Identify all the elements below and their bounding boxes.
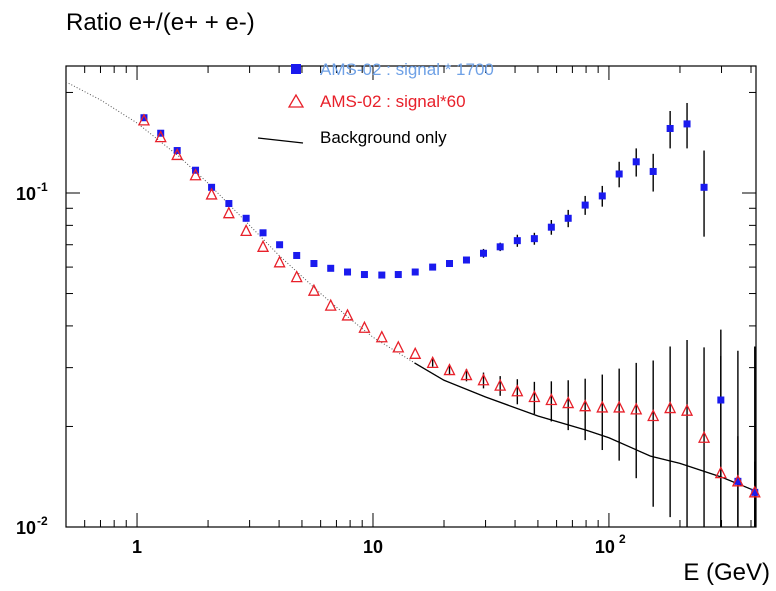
data-point-square <box>140 114 148 122</box>
legend-square-icon <box>291 64 301 74</box>
data-point-square <box>276 241 284 249</box>
data-point-triangle <box>731 474 744 487</box>
y-tick-label: 10 <box>16 184 36 204</box>
x-axis-label: E (GeV) <box>683 559 770 586</box>
data-point-square <box>632 158 640 166</box>
data-point-square <box>666 124 674 132</box>
data-point-triangle <box>664 401 677 414</box>
y-tick-label: 10 <box>16 518 36 538</box>
data-point-triangle <box>494 378 507 391</box>
legend-triangle-icon <box>287 93 305 108</box>
legend-line-icon <box>257 137 304 144</box>
y-tick-label-exponent: -2 <box>37 514 48 528</box>
data-point-triangle <box>375 330 388 343</box>
data-point-square <box>293 251 301 259</box>
data-point-triangle <box>358 320 371 333</box>
data-point-square <box>208 183 216 191</box>
data-point-triangle <box>240 223 253 237</box>
data-point-square <box>530 235 538 243</box>
plot-frame <box>65 65 757 528</box>
x-tick-label: 1 <box>132 537 142 557</box>
data-point-triangle <box>426 355 439 369</box>
data-point-square <box>242 214 250 222</box>
data-point-triangle <box>324 298 337 311</box>
data-point-triangle <box>545 393 558 406</box>
y-tick-label-exponent: -1 <box>37 180 48 194</box>
data-point-square <box>751 488 759 496</box>
data-point-square <box>225 200 233 208</box>
data-point-triangle <box>579 399 592 412</box>
data-point-square <box>598 192 606 200</box>
data-point-square <box>378 271 386 279</box>
data-point-triangle <box>528 390 541 403</box>
data-point-triangle <box>341 308 354 321</box>
data-point-triangle <box>409 346 422 359</box>
data-point-square <box>615 170 623 178</box>
data-point-square <box>360 271 368 279</box>
data-point-triangle <box>613 400 626 413</box>
data-point-triangle <box>290 270 303 283</box>
data-point-triangle <box>222 206 235 219</box>
data-point-square <box>479 249 487 257</box>
data-point-square <box>564 214 572 222</box>
data-point-square <box>462 256 470 264</box>
data-point-square <box>344 268 352 276</box>
data-point-square <box>683 120 691 128</box>
data-point-triangle <box>680 403 694 416</box>
data-point-triangle <box>392 340 405 353</box>
data-point-triangle <box>511 384 524 397</box>
x-tick-label: 10 <box>363 537 383 557</box>
data-point-square <box>310 260 318 268</box>
data-point-square <box>394 271 402 279</box>
data-point-triangle <box>273 255 286 268</box>
data-point-square <box>717 396 725 404</box>
data-point-square <box>649 167 657 175</box>
data-point-triangle <box>256 239 270 252</box>
data-point-triangle <box>443 363 456 376</box>
data-point-triangle <box>714 466 727 479</box>
chart-title: Ratio e+/(e+ + e-) <box>66 9 255 36</box>
legend-label: AMS-02 : signal * 1700 <box>320 60 494 79</box>
data-point-square <box>259 229 267 237</box>
data-point-square <box>429 263 437 271</box>
data-point-triangle <box>698 430 711 443</box>
data-point-square <box>157 129 165 137</box>
data-point-square <box>581 201 589 209</box>
data-point-triangle <box>460 368 473 381</box>
data-point-square <box>700 183 708 191</box>
data-point-triangle <box>171 147 184 161</box>
series-line <box>414 362 757 492</box>
data-point-triangle <box>596 400 609 413</box>
data-point-triangle <box>154 130 167 143</box>
data-point-triangle <box>205 187 218 200</box>
data-point-triangle <box>562 396 575 409</box>
data-point-square <box>513 237 521 245</box>
data-point-triangle <box>307 283 320 296</box>
data-point-triangle <box>748 485 761 498</box>
data-point-triangle <box>477 373 490 386</box>
data-point-triangle <box>137 113 151 126</box>
data-point-square <box>411 268 419 276</box>
data-point-square <box>547 223 555 231</box>
x-tick-label: 10 <box>595 537 615 557</box>
data-point-square <box>327 264 335 272</box>
data-point-triangle <box>630 402 643 415</box>
data-point-triangle <box>189 168 202 181</box>
data-point-square <box>496 243 504 251</box>
data-point-square <box>734 477 742 485</box>
data-point-triangle <box>647 409 660 422</box>
data-point-square <box>446 260 454 268</box>
legend-label: Background only <box>320 128 447 147</box>
legend-label: AMS-02 : signal*60 <box>320 92 466 111</box>
x-tick-label-exponent: 2 <box>619 532 626 546</box>
